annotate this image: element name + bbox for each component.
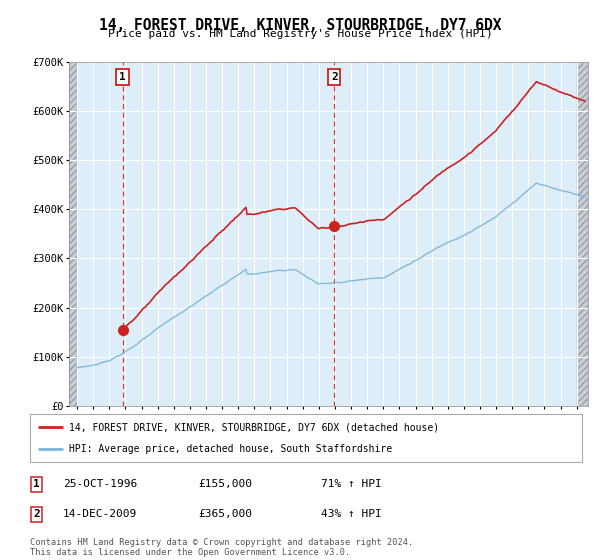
Text: Contains HM Land Registry data © Crown copyright and database right 2024.
This d: Contains HM Land Registry data © Crown c… (30, 538, 413, 557)
Text: £365,000: £365,000 (198, 509, 252, 519)
Text: £155,000: £155,000 (198, 479, 252, 489)
Text: 2: 2 (331, 72, 338, 82)
Text: 1: 1 (33, 479, 40, 489)
Text: 25-OCT-1996: 25-OCT-1996 (63, 479, 137, 489)
Text: 2: 2 (33, 509, 40, 519)
FancyBboxPatch shape (30, 414, 582, 462)
Text: 1: 1 (119, 72, 126, 82)
Text: 71% ↑ HPI: 71% ↑ HPI (321, 479, 382, 489)
Text: 43% ↑ HPI: 43% ↑ HPI (321, 509, 382, 519)
Text: 14, FOREST DRIVE, KINVER, STOURBRIDGE, DY7 6DX: 14, FOREST DRIVE, KINVER, STOURBRIDGE, D… (99, 18, 501, 33)
Text: 14, FOREST DRIVE, KINVER, STOURBRIDGE, DY7 6DX (detached house): 14, FOREST DRIVE, KINVER, STOURBRIDGE, D… (68, 422, 439, 432)
Text: HPI: Average price, detached house, South Staffordshire: HPI: Average price, detached house, Sout… (68, 444, 392, 454)
Text: Price paid vs. HM Land Registry's House Price Index (HPI): Price paid vs. HM Land Registry's House … (107, 29, 493, 39)
Text: 14-DEC-2009: 14-DEC-2009 (63, 509, 137, 519)
